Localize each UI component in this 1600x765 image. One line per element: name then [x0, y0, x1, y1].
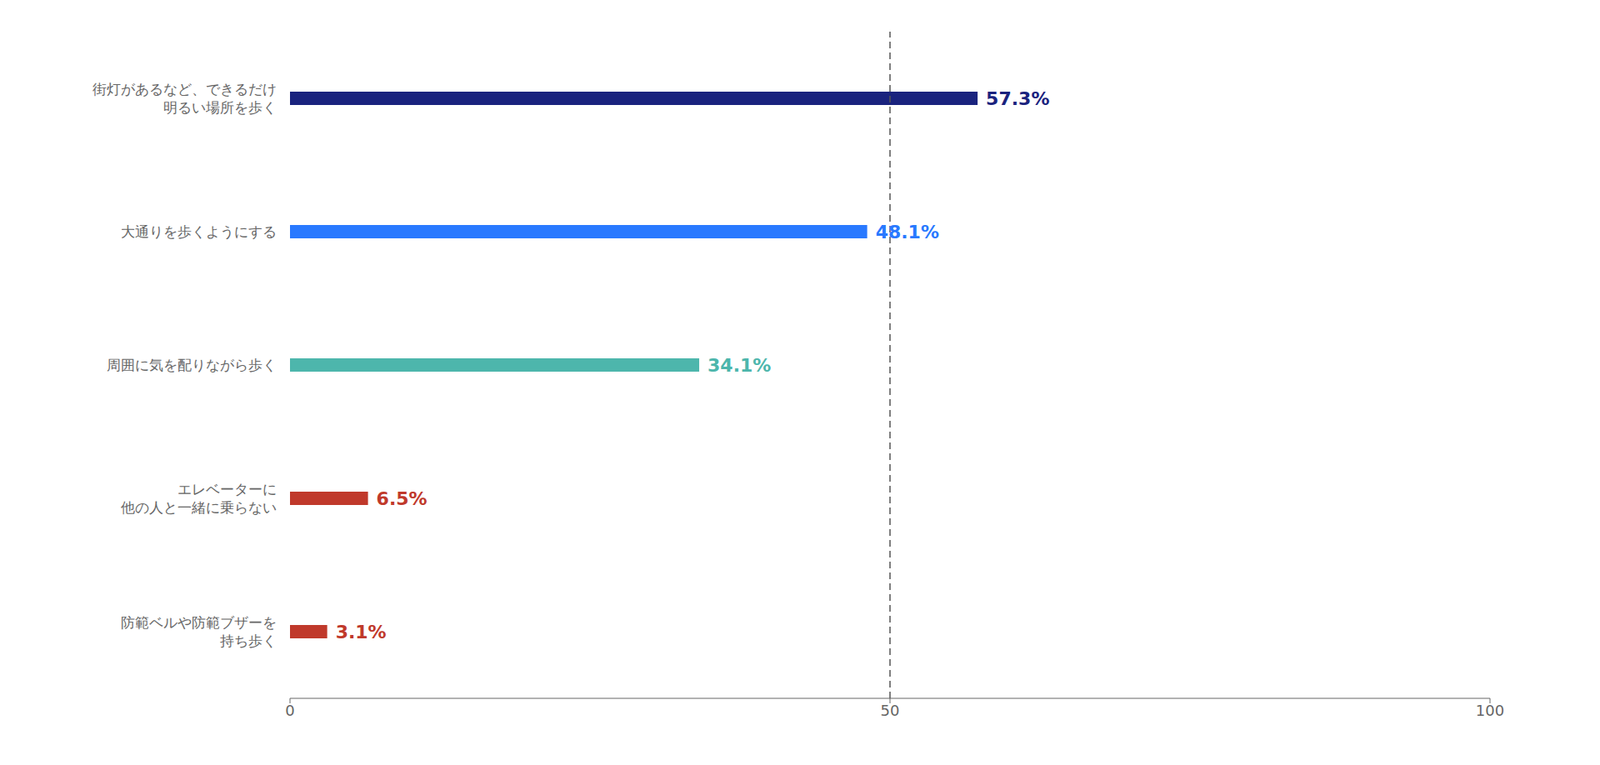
svg-text:6.5%: 6.5% [376, 488, 428, 510]
svg-text:大通りを歩くようにする: 大通りを歩くようにする [120, 223, 277, 240]
svg-text:防範ベルや防範ブザーを持ち歩く: 防範ベルや防範ブザーを持ち歩く [120, 614, 277, 649]
svg-text:0: 0 [285, 701, 295, 720]
svg-text:34.1%: 34.1% [707, 355, 771, 376]
svg-text:50: 50 [880, 701, 900, 720]
svg-text:57.3%: 57.3% [985, 88, 1050, 110]
svg-text:3.1%: 3.1% [335, 621, 387, 643]
svg-text:48.1%: 48.1% [875, 221, 940, 243]
svg-text:周囲に気を配りながら歩く: 周囲に気を配りながら歩く [106, 356, 277, 374]
svg-text:エレベーターに他の人と一緒に乗らない: エレベーターに他の人と一緒に乗らない [120, 480, 277, 515]
svg-text:100: 100 [1475, 701, 1505, 720]
svg-text:街灯があるなど、できるだけ明るい場所を歩く: 街灯があるなど、できるだけ明るい場所を歩く [92, 80, 277, 115]
